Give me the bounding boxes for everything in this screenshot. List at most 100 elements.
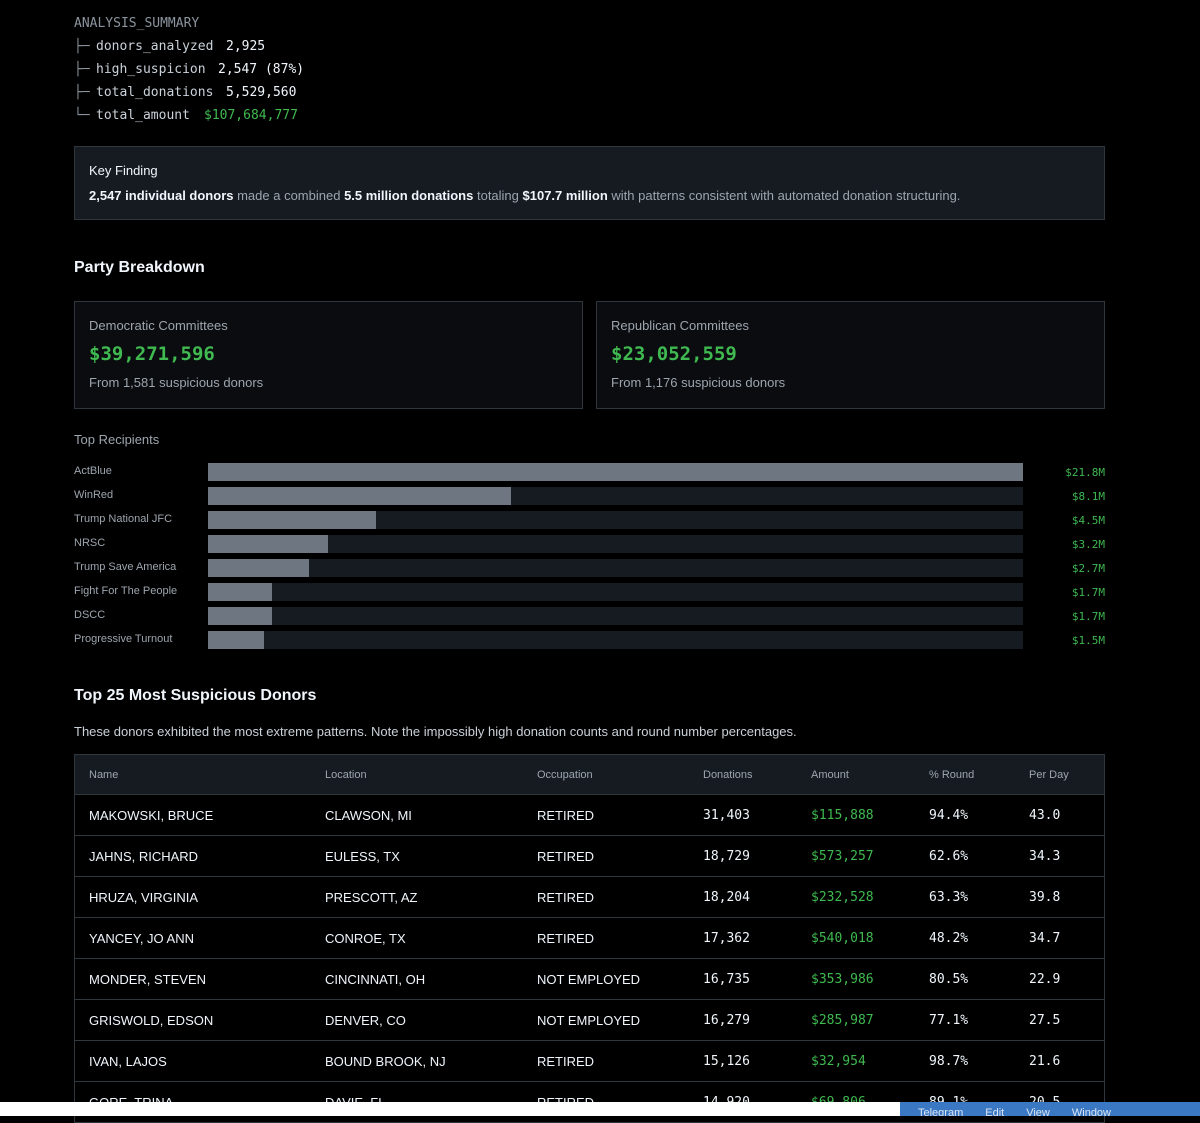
donation-amount: $32,954 xyxy=(797,1040,915,1082)
donation-amount: $573,257 xyxy=(797,835,915,877)
chart-bar-row: Trump National JFC $4.5M xyxy=(74,511,1105,529)
bar-label: Progressive Turnout xyxy=(74,633,173,645)
chart-bar-row: Fight For The People $1.7M xyxy=(74,583,1105,601)
bar-track xyxy=(208,559,1023,577)
bar xyxy=(208,631,264,649)
donation-amount: $115,888 xyxy=(797,794,915,836)
donor-occupation: RETIRED xyxy=(523,1040,689,1082)
column-header[interactable]: Location xyxy=(311,754,523,795)
table-row[interactable]: JAHNS, RICHARD EULESS, TX RETIRED 18,729 $57… xyxy=(74,835,1105,877)
democratic-card: Democratic Committees $39,271,596 From 1… xyxy=(74,301,583,409)
round-percent: 62.6% xyxy=(915,835,1015,877)
column-header[interactable]: Amount xyxy=(797,754,915,795)
bar-track xyxy=(208,487,1023,505)
table-row[interactable]: MONDER, STEVEN CINCINNATI, OH NOT EMPLOYED… xyxy=(74,958,1105,1000)
bar-label: DSCC xyxy=(74,609,106,621)
column-header[interactable]: Occupation xyxy=(523,754,689,795)
donation-count: 31,403 xyxy=(689,794,797,836)
bar xyxy=(208,535,328,553)
summary-row: ├─ high_suspicion 2,547 (87%) xyxy=(74,58,304,81)
card-amount: $23,052,559 xyxy=(611,343,737,365)
summary-key: high_suspicion xyxy=(96,62,206,77)
bar xyxy=(208,487,511,505)
table-row[interactable]: IVAN, LAJOS BOUND BROOK, NJ RETIRED 15,126 $… xyxy=(74,1040,1105,1082)
donation-amount: $285,987 xyxy=(797,999,915,1041)
per-day: 39.8 xyxy=(1015,876,1105,918)
column-header[interactable]: Per Day xyxy=(1015,754,1105,795)
bottom-strip xyxy=(0,1102,900,1116)
card-subtext: From 1,581 suspicious donors xyxy=(89,375,264,390)
key-finding-text: 2,547 individual donors made a combined … xyxy=(89,188,1090,203)
donors-heading: Top 25 Most Suspicious Donors xyxy=(74,687,317,704)
bar-track xyxy=(208,607,1023,625)
donor-occupation: RETIRED xyxy=(523,876,689,918)
card-label: Republican Committees xyxy=(611,318,750,333)
column-header[interactable]: Name xyxy=(74,754,311,795)
bar-track xyxy=(208,583,1023,601)
summary-title: ANALYSIS_SUMMARY xyxy=(74,16,200,31)
bar-value-label: $8.1M xyxy=(1071,490,1105,503)
finding-text: with patterns consistent with automated … xyxy=(607,188,961,203)
donor-name: HRUZA, VIRGINIA xyxy=(74,876,311,918)
menu-item-edit[interactable]: Edit xyxy=(985,1107,1005,1116)
summary-row: ├─ total_donations 5,529,560 xyxy=(74,81,304,104)
donation-count: 16,279 xyxy=(689,999,797,1041)
bar-track xyxy=(208,463,1023,481)
table-row[interactable]: MAKOWSKI, BRUCE CLAWSON, MI RETIRED 31,403 $… xyxy=(74,794,1105,836)
finding-bold: 2,547 individual donors xyxy=(89,188,234,203)
column-header[interactable]: % Round xyxy=(915,754,1015,795)
donor-name: GRISWOLD, EDSON xyxy=(74,999,311,1041)
round-percent: 63.3% xyxy=(915,876,1015,918)
key-finding-box: Key Finding 2,547 individual donors made… xyxy=(74,146,1105,220)
table-row[interactable]: HRUZA, VIRGINIA PRESCOTT, AZ RETIRED 18,204… xyxy=(74,876,1105,918)
donor-location: CONROE, TX xyxy=(311,917,523,959)
donor-location: CLAWSON, MI xyxy=(311,794,523,836)
summary-key: donors_analyzed xyxy=(96,39,214,54)
donation-count: 17,362 xyxy=(689,917,797,959)
donor-name: MONDER, STEVEN xyxy=(74,958,311,1000)
bar-value-label: $2.7M xyxy=(1071,562,1105,575)
summary-value: 5,529,560 xyxy=(226,85,297,100)
finding-text: made a combined xyxy=(233,188,345,203)
finding-bold: 5.5 million donations xyxy=(344,188,474,203)
column-header[interactable]: Donations xyxy=(689,754,797,795)
chart-bar-row: Trump Save America $2.7M xyxy=(74,559,1105,577)
donor-location: CINCINNATI, OH xyxy=(311,958,523,1000)
summary-value: $107,684,777 xyxy=(204,108,298,123)
menu-item-view[interactable]: View xyxy=(1026,1107,1050,1116)
summary-value: 2,547 (87%) xyxy=(218,62,305,77)
key-finding-title: Key Finding xyxy=(89,163,158,178)
chart-title: Top Recipients xyxy=(74,432,160,447)
donor-location: DENVER, CO xyxy=(311,999,523,1041)
donor-name: IVAN, LAJOS xyxy=(74,1040,311,1082)
tree-branch: └─ xyxy=(74,108,90,123)
bar-value-label: $4.5M xyxy=(1071,514,1105,527)
donation-amount: $232,528 xyxy=(797,876,915,918)
table-row[interactable]: YANCEY, JO ANN CONROE, TX RETIRED 17,362 $54… xyxy=(74,917,1105,959)
table-row[interactable]: GRISWOLD, EDSON DENVER, CO NOT EMPLOYED 16,… xyxy=(74,999,1105,1041)
tree-branch: ├─ xyxy=(74,62,90,77)
donor-name: MAKOWSKI, BRUCE xyxy=(74,794,311,836)
donor-occupation: NOT EMPLOYED xyxy=(523,999,689,1041)
analysis-summary: ANALYSIS_SUMMARY ├─ donors_analyzed 2,92… xyxy=(74,12,304,127)
donation-amount: $540,018 xyxy=(797,917,915,959)
summary-row: └─ total_amount $107,684,777 xyxy=(74,104,304,127)
donation-count: 15,126 xyxy=(689,1040,797,1082)
menu-bar: Telegram Edit View Window xyxy=(900,1102,1200,1116)
donors-table: Name Location Occupation Donations Amoun… xyxy=(74,754,1105,1123)
bar-value-label: $1.7M xyxy=(1071,586,1105,599)
per-day: 34.3 xyxy=(1015,835,1105,877)
donors-description: These donors exhibited the most extreme … xyxy=(74,724,797,739)
donor-location: PRESCOTT, AZ xyxy=(311,876,523,918)
menu-item-window[interactable]: Window xyxy=(1071,1107,1111,1116)
donor-occupation: NOT EMPLOYED xyxy=(523,958,689,1000)
tree-branch: ├─ xyxy=(74,85,90,100)
bar-value-label: $3.2M xyxy=(1071,538,1105,551)
menu-item-telegram[interactable]: Telegram xyxy=(918,1107,964,1116)
bar xyxy=(208,463,1023,481)
bar-label: Fight For The People xyxy=(74,585,178,597)
bar-label: WinRed xyxy=(74,489,114,501)
chart-bar-row: DSCC $1.7M xyxy=(74,607,1105,625)
per-day: 43.0 xyxy=(1015,794,1105,836)
republican-card: Republican Committees $23,052,559 From 1… xyxy=(596,301,1105,409)
